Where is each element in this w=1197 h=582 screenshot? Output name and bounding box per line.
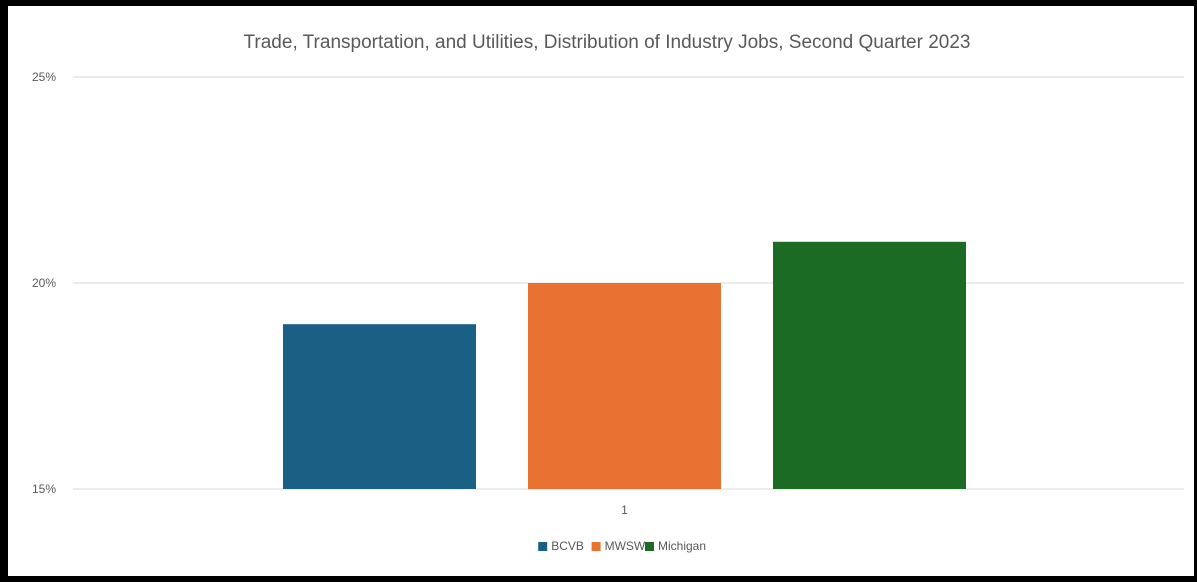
legend-swatch-michigan <box>645 542 654 551</box>
legend: BCVB MWSW Michigan <box>538 539 706 553</box>
legend-label-mwsw: MWSW <box>605 539 646 553</box>
bar-bcvb <box>283 324 476 489</box>
legend-swatch-bcvb <box>538 542 548 551</box>
y-tick-label: 15% <box>32 482 56 496</box>
x-axis-tick-labels: 1 <box>621 503 628 517</box>
bar-michigan <box>773 241 966 489</box>
legend-label-michigan: Michigan <box>658 539 706 553</box>
y-axis-tick-labels: 15% 20% 25% <box>32 70 56 496</box>
x-tick-label: 1 <box>621 503 628 517</box>
legend-label-bcvb: BCVB <box>551 539 584 553</box>
legend-swatch-mwsw <box>591 542 601 551</box>
chart-frame: Trade, Transportation, and Utilities, Di… <box>8 6 1194 576</box>
bar-chart: Trade, Transportation, and Utilities, Di… <box>32 32 1184 553</box>
y-tick-label: 25% <box>32 70 56 84</box>
y-tick-label: 20% <box>32 276 56 290</box>
chart-title: Trade, Transportation, and Utilities, Di… <box>244 32 971 53</box>
bars <box>283 241 966 489</box>
bar-mwsw <box>528 283 721 489</box>
